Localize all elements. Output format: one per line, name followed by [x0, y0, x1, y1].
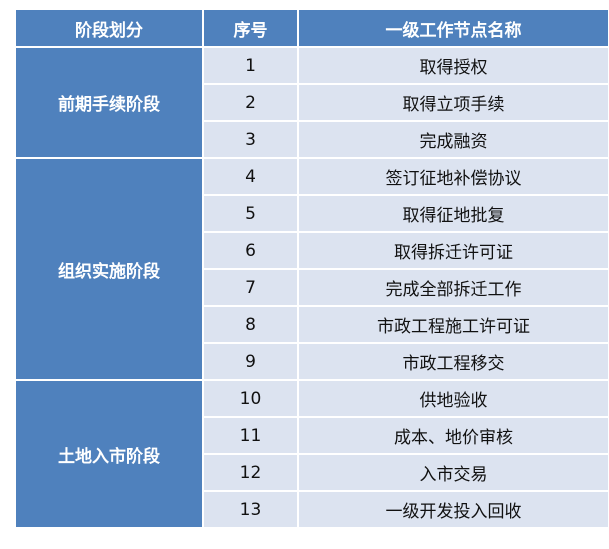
- node-name-cell: 取得授权: [297, 46, 609, 85]
- number-cell: 13: [202, 490, 299, 529]
- node-name-cell: 市政工程移交: [297, 342, 609, 381]
- node-name-cell: 完成全部拆迁工作: [297, 268, 609, 307]
- stage-cell: 土地入市阶段: [14, 379, 204, 529]
- number-cell: 2: [202, 83, 299, 122]
- table-row: 5 取得征地批复: [15, 194, 609, 233]
- node-name-cell: 一级开发投入回收: [297, 490, 609, 529]
- table: 阶段划分 序号 一级工作节点名称 前期手续阶段 1 取得授权 2 取得立项手续 3 完成融资 组织…: [14, 8, 609, 529]
- table-row: 8 市政工程施工许可证: [15, 305, 609, 344]
- number-cell: 9: [202, 342, 299, 381]
- table-row: 6 取得拆迁许可证: [15, 231, 609, 270]
- table-row: 7 完成全部拆迁工作: [15, 268, 609, 307]
- node-name-cell: 取得征地批复: [297, 194, 609, 233]
- node-name-cell: 入市交易: [297, 453, 609, 492]
- table-row: 13 一级开发投入回收: [15, 490, 609, 529]
- node-name-cell: 完成融资: [297, 120, 609, 159]
- table-body: 前期手续阶段 1 取得授权 2 取得立项手续 3 完成融资 组织实施阶段 4 签订征地补偿协议 5 取…: [14, 46, 609, 529]
- node-name-cell: 签订征地补偿协议: [297, 157, 609, 196]
- header-row: 阶段划分 序号 一级工作节点名称: [14, 8, 609, 48]
- header-cell: 阶段划分: [14, 8, 204, 48]
- table-row: 组织实施阶段 4 签订征地补偿协议: [14, 157, 609, 381]
- table-row: 3 完成融资: [15, 120, 609, 159]
- node-name-cell: 取得立项手续: [297, 83, 609, 122]
- header-cell: 序号: [202, 8, 299, 48]
- table-row: 11 成本、地价审核: [15, 416, 609, 455]
- node-name-cell: 取得拆迁许可证: [297, 231, 609, 270]
- number-cell: 12: [202, 453, 299, 492]
- number-cell: 6: [202, 231, 299, 270]
- table-row: 12 入市交易: [15, 453, 609, 492]
- number-cell: 5: [202, 194, 299, 233]
- node-name-cell: 市政工程施工许可证: [297, 305, 609, 344]
- table-row: 9 市政工程移交: [15, 342, 609, 381]
- header-cell: 一级工作节点名称: [297, 8, 609, 48]
- table-row: 前期手续阶段 1 取得授权: [14, 46, 609, 159]
- number-cell: 10: [202, 379, 299, 418]
- stage-cell: 组织实施阶段: [14, 157, 204, 381]
- stage-cell: 前期手续阶段: [14, 46, 204, 159]
- number-cell: 11: [202, 416, 299, 455]
- number-cell: 1: [202, 46, 299, 85]
- table-row: 土地入市阶段 10 供地验收: [14, 379, 609, 529]
- number-cell: 4: [202, 157, 299, 196]
- number-cell: 8: [202, 305, 299, 344]
- number-cell: 3: [202, 120, 299, 159]
- number-cell: 7: [202, 268, 299, 307]
- node-name-cell: 供地验收: [297, 379, 609, 418]
- table-row: 2 取得立项手续: [15, 83, 609, 122]
- node-name-cell: 成本、地价审核: [297, 416, 609, 455]
